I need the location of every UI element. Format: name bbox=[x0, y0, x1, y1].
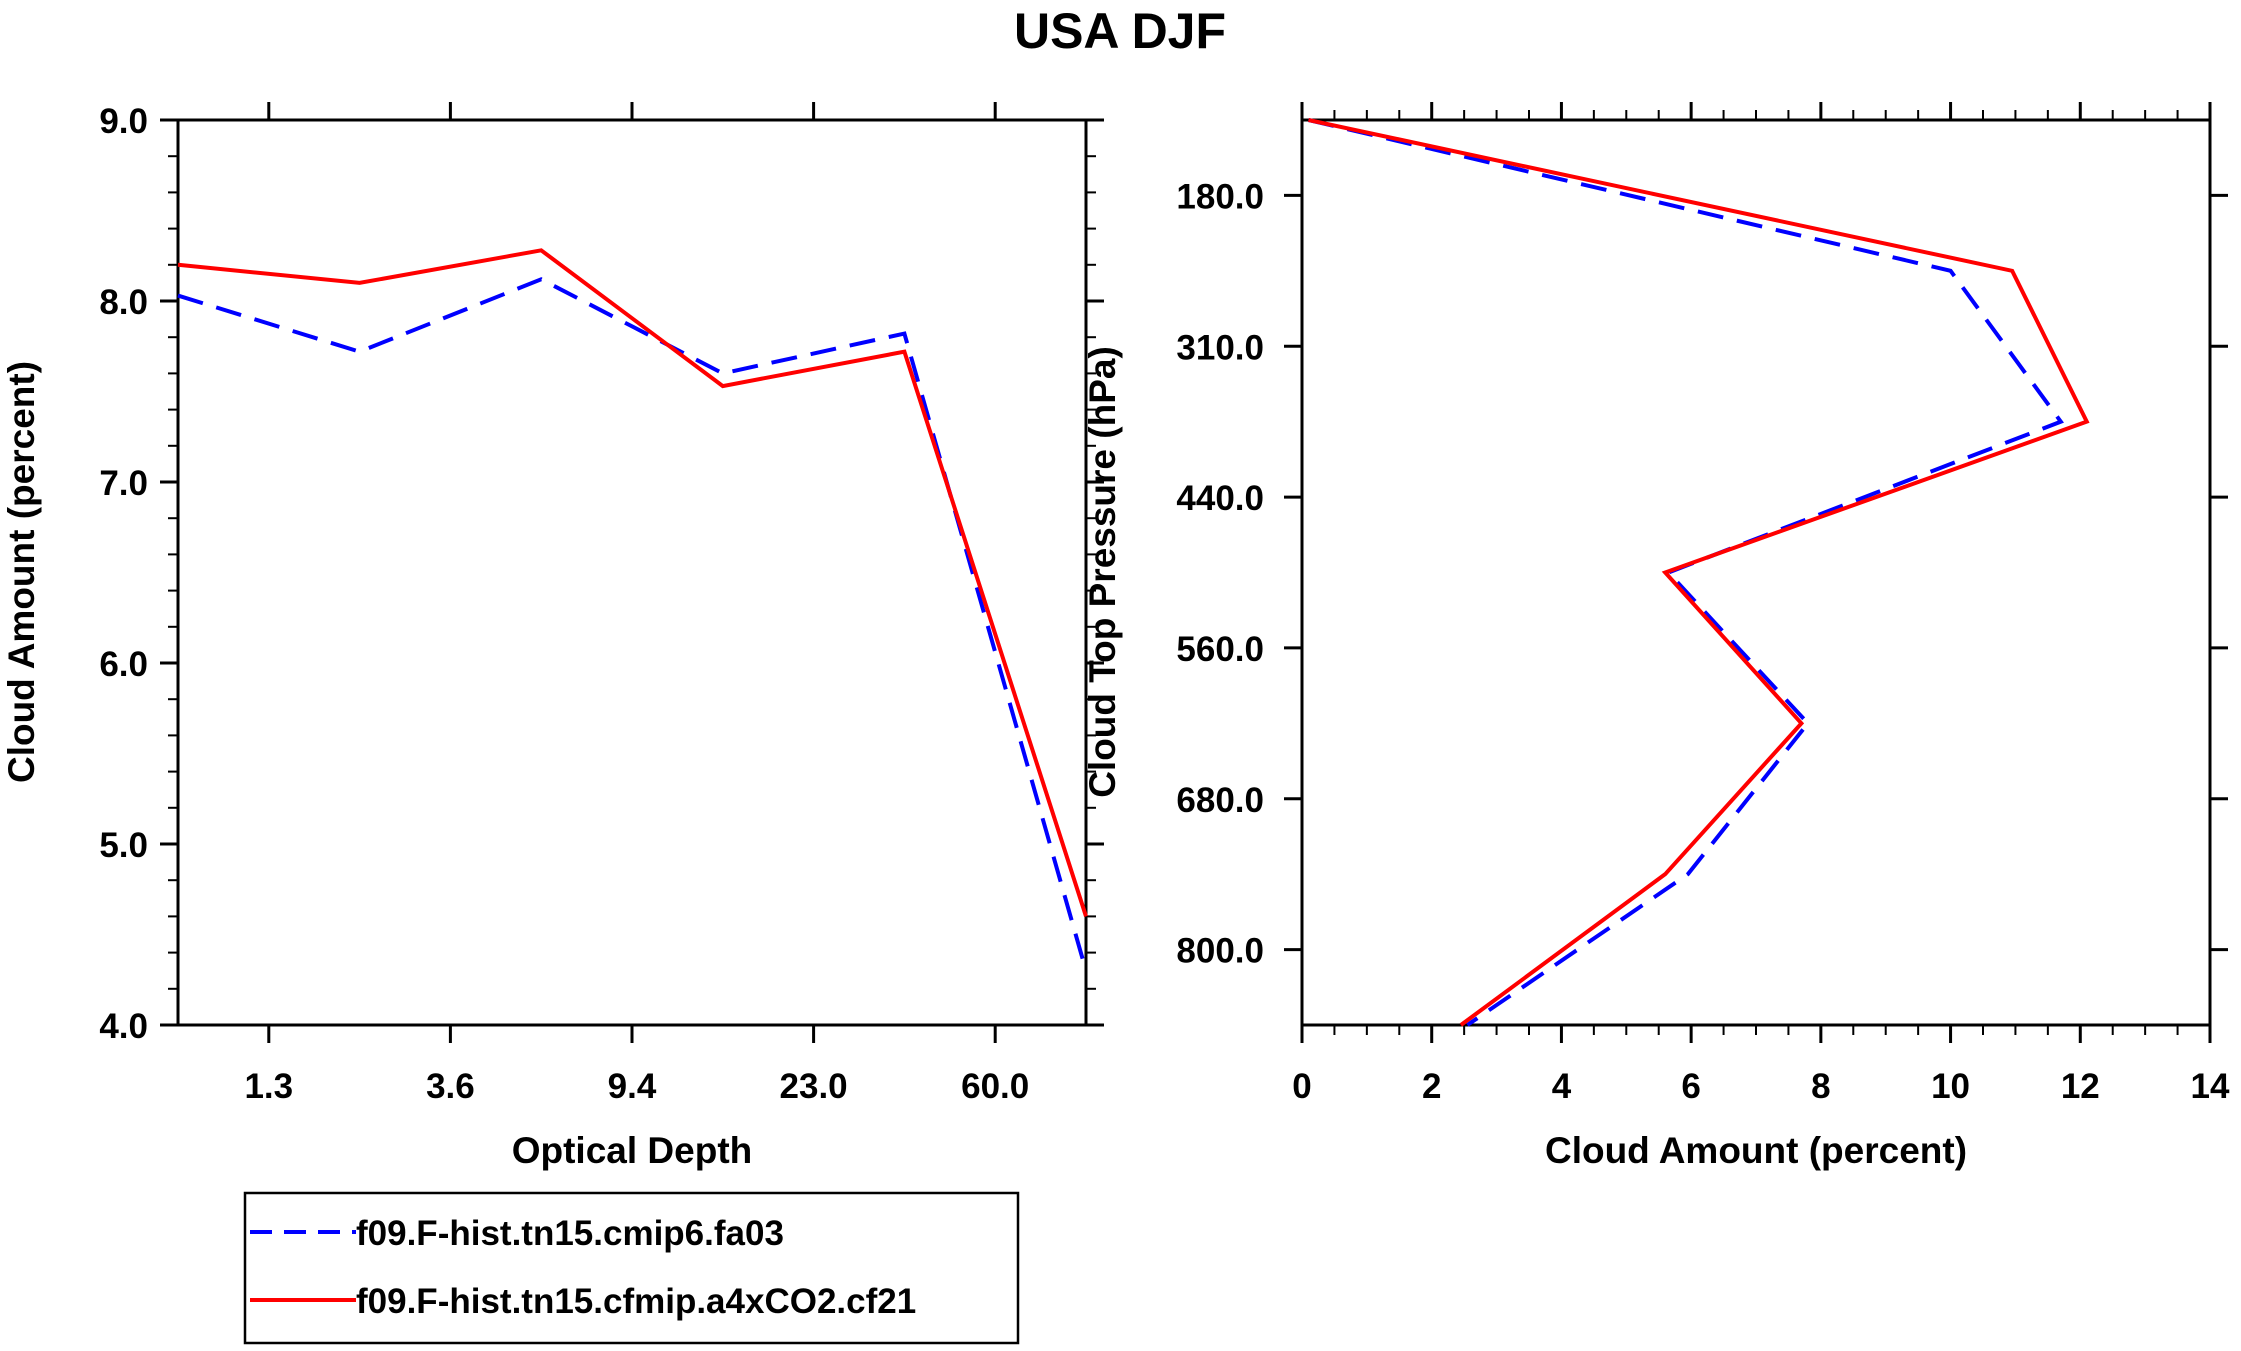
optical-depth-x-tick-label: 9.4 bbox=[608, 1067, 657, 1106]
optical-depth-y-tick-label: 8.0 bbox=[99, 283, 148, 322]
pressure-x-tick-label: 6 bbox=[1681, 1067, 1700, 1106]
pressure-x-tick-label: 8 bbox=[1811, 1067, 1830, 1106]
optical-depth-x-axis-label: Optical Depth bbox=[512, 1130, 753, 1171]
pressure-x-axis-label: Cloud Amount (percent) bbox=[1545, 1130, 1967, 1171]
optical-depth-y-tick-label: 4.0 bbox=[99, 1007, 148, 1046]
optical-depth-y-tick-label: 6.0 bbox=[99, 645, 148, 684]
pressure-x-tick-label: 0 bbox=[1292, 1067, 1311, 1106]
optical-depth-plot-frame bbox=[176, 118, 1088, 1027]
optical-depth-x-tick-label: 1.3 bbox=[244, 1067, 293, 1106]
pressure-y-tick-label: 180.0 bbox=[1176, 177, 1264, 216]
pressure-panel: 0 2 4 6 8 10 12 14 180.0 310.0 440.0 560.0 680.0 800.… bbox=[1082, 102, 2230, 1171]
pressure-y-tick-label: 800.0 bbox=[1176, 932, 1264, 971]
pressure-x-tick-label: 4 bbox=[1552, 1067, 1572, 1106]
pressure-y-tick-label: 560.0 bbox=[1176, 630, 1264, 669]
pressure-tick-labels: 0 2 4 6 8 10 12 14 180.0 310.0 440.0 560.0 680.0 800.… bbox=[1176, 177, 2230, 1106]
legend-label-cmip6: f09.F-hist.tn15.cmip6.fa03 bbox=[356, 1214, 784, 1253]
series-line-f09-f-hist-tn15-cmip6-fa03 bbox=[177, 277, 1088, 972]
optical-depth-x-tick-label: 3.6 bbox=[426, 1067, 475, 1106]
optical-depth-y-tick-label: 5.0 bbox=[99, 826, 148, 865]
legend-box bbox=[243, 1191, 1020, 1345]
optical-depth-y-tick-label: 9.0 bbox=[99, 102, 148, 141]
optical-depth-y-tick-label: 7.0 bbox=[99, 464, 148, 503]
series-line-f09-f-hist-tn15-cfmip-a4xco2-cf21 bbox=[177, 248, 1088, 918]
pressure-y-tick-label: 680.0 bbox=[1176, 781, 1264, 820]
legend: f09.F-hist.tn15.cmip6.fa03 f09.F-hist.tn… bbox=[243, 1191, 1020, 1345]
pressure-y-tick-label: 440.0 bbox=[1176, 479, 1264, 518]
pressure-y-tick-label: 310.0 bbox=[1176, 328, 1264, 367]
optical-depth-y-axis-label: Cloud Amount (percent) bbox=[1, 361, 42, 783]
legend-label-a4xco2: f09.F-hist.tn15.cfmip.a4xCO2.cf21 bbox=[356, 1282, 916, 1321]
pressure-x-tick-label: 14 bbox=[2191, 1067, 2230, 1106]
pressure-ticks bbox=[1284, 102, 2228, 1043]
optical-depth-x-tick-label: 60.0 bbox=[961, 1067, 1029, 1106]
series-line-f09-f-hist-tn15-cmip6-fa03 bbox=[1308, 118, 2064, 1027]
series-line-f09-f-hist-tn15-cfmip-a4xco2-cf21 bbox=[1308, 118, 2090, 1027]
pressure-plot-frame bbox=[1300, 118, 2212, 1027]
pressure-x-tick-label: 2 bbox=[1422, 1067, 1441, 1106]
optical-depth-ticks bbox=[160, 102, 1104, 1043]
optical-depth-panel: 1.3 3.6 9.4 23.0 60.0 4.0 5.0 6.0 7.0 8.0 9.0 Opti… bbox=[1, 102, 1104, 1171]
optical-depth-tick-labels: 1.3 3.6 9.4 23.0 60.0 4.0 5.0 6.0 7.0 8.0 9.0 bbox=[99, 102, 1029, 1106]
optical-depth-series bbox=[177, 248, 1088, 972]
pressure-x-tick-label: 12 bbox=[2061, 1067, 2100, 1106]
pressure-y-axis-label: Cloud Top Pressure (hPa) bbox=[1082, 346, 1123, 798]
chart-title: USA DJF bbox=[1014, 3, 1226, 59]
pressure-series bbox=[1308, 118, 2090, 1027]
pressure-x-tick-label: 10 bbox=[1931, 1067, 1970, 1106]
optical-depth-x-tick-label: 23.0 bbox=[780, 1067, 848, 1106]
